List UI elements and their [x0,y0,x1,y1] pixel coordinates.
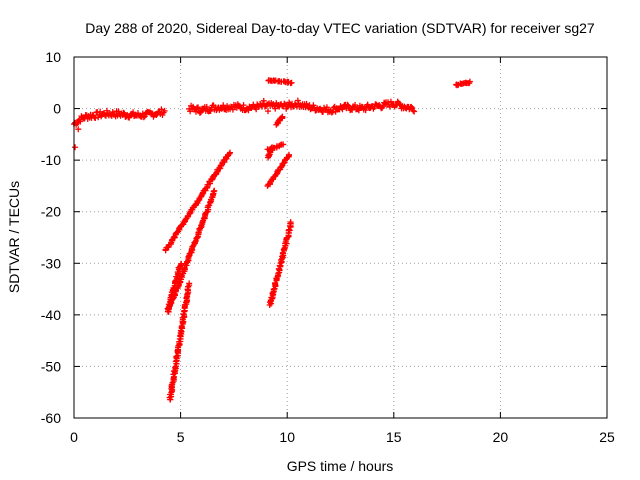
data-point [186,210,193,217]
data-point [279,113,286,120]
series-dip-1 [162,149,234,254]
series-dip-5 [266,219,294,308]
data-point [172,364,179,371]
series-cluster-9-b [265,144,276,161]
data-point [466,78,473,85]
plot-frame [73,56,608,419]
y-tick-label: 10 [45,49,61,65]
y-tick-label: -40 [41,307,61,323]
data-point [411,108,418,115]
data-point [287,219,294,226]
data-point [207,107,214,114]
data-point [344,101,351,108]
data-point [408,103,415,110]
data-point [409,105,416,112]
data-point [227,149,234,156]
data-point [141,113,148,120]
y-tick-label: -50 [41,358,61,374]
data-point [220,102,227,109]
series-dip-3 [164,260,185,313]
data-point [77,118,84,125]
data-point [153,112,160,119]
data-point [387,98,394,105]
data-point [278,163,285,170]
series-outlier [72,97,272,151]
data-point [186,280,193,287]
data-point [140,114,147,121]
x-tick-label: 25 [599,429,615,445]
axis-ticks: 0 5 10 15 20 25 10 0 -10 -20 -30 -40 -50 -60 [41,49,615,445]
data-point [328,109,335,116]
data-point [194,104,201,111]
y-axis-label: SDTVAR / TECUs [6,181,22,293]
x-tick-label: 15 [386,429,402,445]
series-bump-18 [453,78,473,89]
data-point [178,260,185,267]
data-point [362,107,369,114]
data-point [197,109,204,116]
y-tick-label: 0 [53,101,61,117]
data-point [92,115,99,122]
data-point [260,97,267,104]
data-point [130,109,137,116]
y-tick-label: -60 [41,410,61,426]
data-point [280,141,287,148]
data-point [265,108,272,115]
data-point [285,151,292,158]
data-marks [71,77,473,403]
series-cluster-9-c [273,113,286,128]
series-dip-4 [166,280,193,403]
data-point [352,102,359,109]
data-point [198,222,205,229]
data-point [323,104,330,111]
data-point [120,109,127,116]
x-tick-label: 20 [493,429,509,445]
data-point [196,109,203,116]
data-point [269,144,276,151]
data-point [72,144,79,151]
data-point [240,102,247,109]
data-point [161,107,168,114]
y-tick-label: -20 [41,204,61,220]
x-tick-label: 10 [279,429,295,445]
data-point [317,105,324,112]
data-point [288,79,295,86]
x-tick-label: 0 [70,429,78,445]
data-point [213,169,220,176]
series-baseline [71,97,418,128]
data-point [158,106,165,113]
data-point [192,239,199,246]
data-point [103,107,110,114]
data-point [191,105,198,112]
series-bump-9.5 [265,77,295,87]
grid [74,57,607,418]
y-tick-label: -10 [41,152,61,168]
chart-title: Day 288 of 2020, Sidereal Day-to-day VTE… [85,20,595,36]
y-tick-label: -30 [41,255,61,271]
x-axis-label: GPS time / hours [287,458,394,474]
data-point [195,198,202,205]
series-dip-6 [264,151,292,189]
data-point [75,126,82,133]
data-point [281,100,288,107]
data-point [294,97,301,104]
data-point [211,187,218,194]
data-point [410,107,417,114]
x-tick-label: 5 [177,429,185,445]
